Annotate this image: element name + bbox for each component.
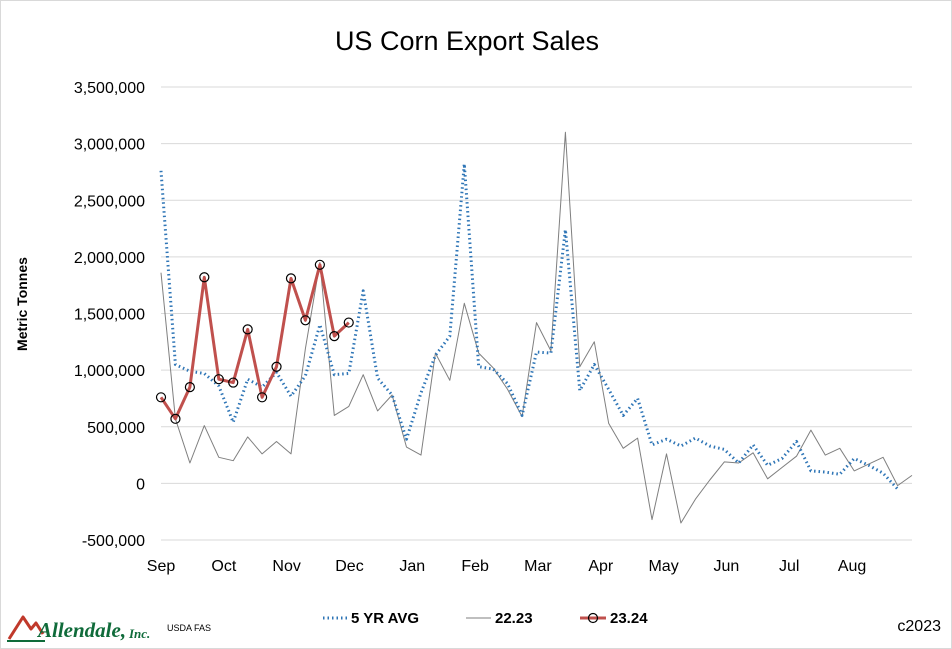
gridlines [161,86,912,541]
data-point-marker [228,377,239,388]
y-tick-label: 2,000,000 [74,250,145,267]
series-line-22-23 [160,131,913,524]
x-tick-label: Jun [714,558,740,575]
allendale-logo: Allendale, Inc. [7,615,150,642]
y-tick-label: 3,000,000 [74,137,145,154]
chart-title: US Corn Export Sales [335,26,599,56]
x-tick-label: Aug [838,558,866,575]
data-point-marker [199,272,210,283]
y-tick-label: 0 [136,476,145,493]
y-tick-label: 500,000 [87,420,145,437]
data-point-marker [285,273,297,284]
data-point-marker [184,382,195,393]
x-tick-label: Sep [147,558,176,575]
data-point-marker [329,331,340,342]
x-tick-label: Nov [272,558,300,575]
x-tick-label: Dec [335,558,363,575]
series-layer [155,131,913,524]
legend-label-5yr: 5 YR AVG [351,610,419,627]
data-point-marker [256,392,268,403]
x-tick-label: Mar [524,558,552,575]
data-point-marker [314,259,325,270]
data-point-marker [300,315,311,326]
series-line-23-24 [159,263,350,421]
data-point-marker [213,374,224,385]
x-tick-label: Feb [461,558,489,575]
x-tick-labels: Sep Oct Nov Dec Jan Feb Mar Apr May Jun Jul Aug [147,558,867,575]
y-tick-label: 3,500,000 [74,80,145,97]
x-tick-label: Jan [399,558,425,575]
x-tick-label: Jul [779,558,799,575]
y-tick-label: 1,500,000 [74,307,145,324]
legend-marker-2324 [587,612,599,624]
legend: 5 YR AVG 22.23 23.24 [323,610,648,627]
x-tick-label: Apr [588,558,614,575]
series-line-5-yr-avg [159,162,899,491]
x-tick-label: May [648,558,678,575]
y-tick-label: -500,000 [82,533,145,550]
legend-label-2324: 23.24 [610,610,648,627]
data-point-marker [271,361,282,372]
legend-label-2223: 22.23 [495,610,533,627]
y-tick-label: 2,500,000 [74,193,145,210]
data-point-marker [343,317,354,328]
y-axis-label: Metric Tonnes [14,257,30,351]
y-tick-label: 1,000,000 [74,363,145,380]
data-point-marker [170,413,181,424]
y-tick-labels: 3,500,000 3,000,000 2,500,000 2,000,000 1,50… [74,80,145,550]
logo-mark-icon [7,615,45,640]
source-note: USDA FAS [167,623,211,633]
x-tick-label: Oct [211,558,236,575]
logo-text: Allendale, [36,618,126,642]
data-point-marker [155,392,167,403]
copyright: c2023 [897,618,941,635]
logo-inc: Inc. [128,626,150,641]
data-point-marker [242,324,253,335]
